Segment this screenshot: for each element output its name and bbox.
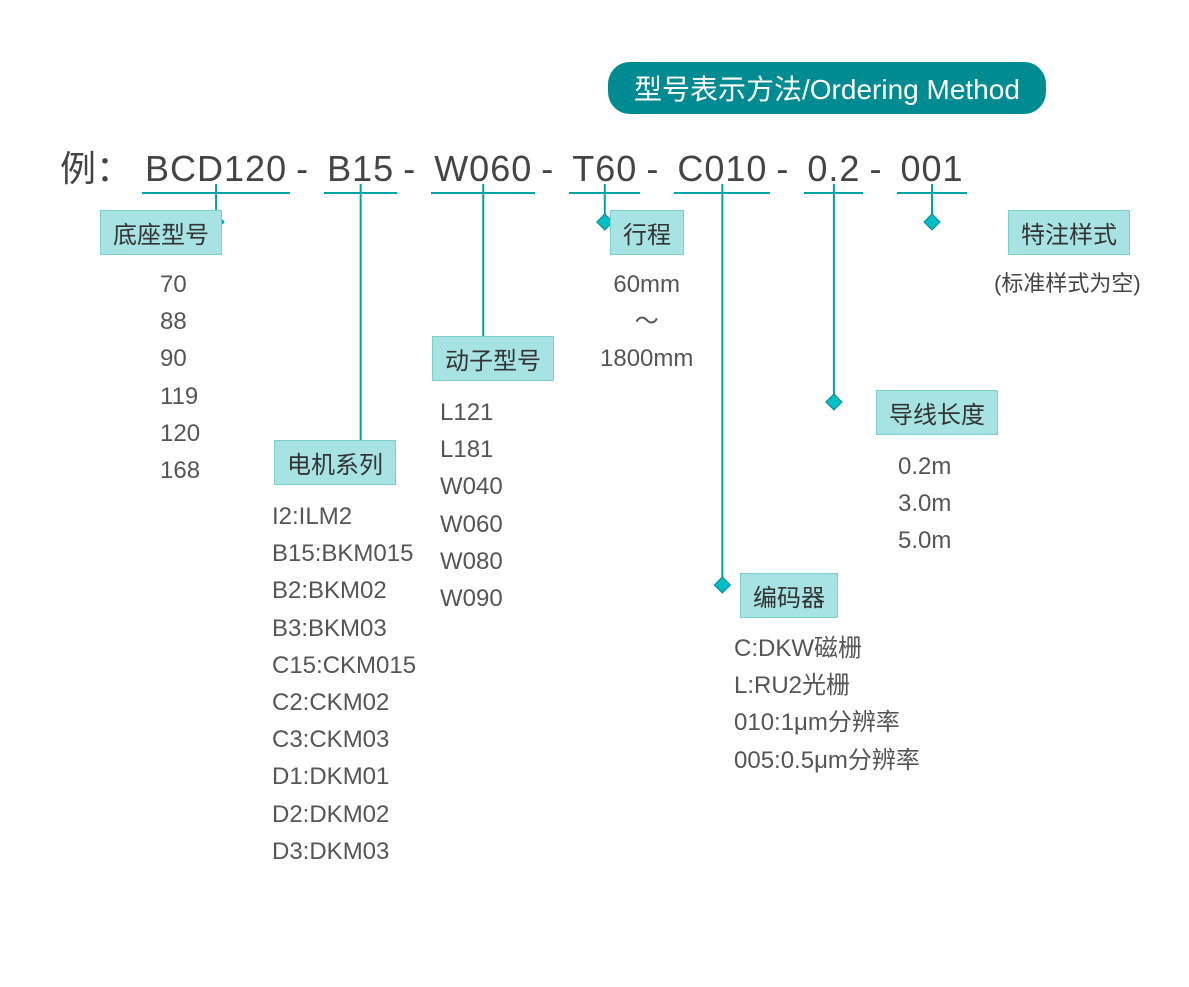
- seg-values-0: 708890119120168: [160, 266, 200, 489]
- seg-label-6: 特注样式: [1008, 210, 1130, 255]
- seg-values-3: 60mm～1800mm: [600, 266, 693, 378]
- seg-values-2: L121L181W040W060W080W090: [440, 394, 503, 617]
- seg-note-6: (标准样式为空): [994, 266, 1141, 298]
- seg-values-4: C:DKW磁栅L:RU2光栅010:1μm分辨率005:0.5μm分辨率: [734, 630, 920, 779]
- seg-values-1: I2:ILM2B15:BKM015B2:BKM02B3:BKM03C15:CKM…: [272, 498, 416, 870]
- seg-label-5: 导线长度: [876, 390, 998, 435]
- seg-label-4: 编码器: [740, 573, 838, 618]
- seg-label-0: 底座型号: [100, 210, 222, 255]
- seg-label-1: 电机系列: [274, 440, 396, 485]
- connector-lines: [0, 0, 1189, 987]
- seg-values-5: 0.2m3.0m5.0m: [898, 448, 951, 560]
- seg-label-2: 动子型号: [432, 336, 554, 381]
- seg-label-3: 行程: [610, 210, 684, 255]
